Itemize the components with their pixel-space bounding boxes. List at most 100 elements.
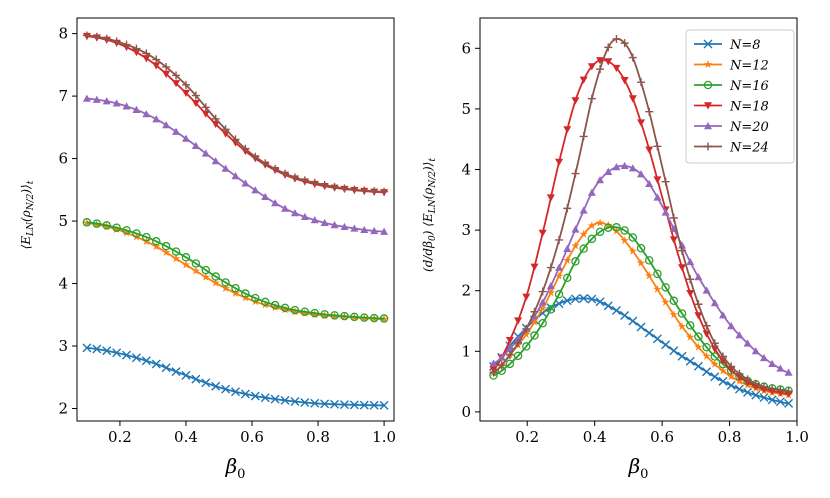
left-marker-N=16 <box>171 247 181 256</box>
right-marker-N=8 <box>734 384 744 394</box>
left-marker-N=20 <box>211 157 220 165</box>
right-marker-N=24 <box>653 142 662 151</box>
right-y-tick-label: 3 <box>461 221 471 239</box>
right-marker-N=8 <box>611 305 621 315</box>
right-marker-N=18 <box>522 293 531 301</box>
left-marker-N=24 <box>251 152 260 161</box>
right-marker-N=18 <box>555 158 564 166</box>
right-y-tick-label: 6 <box>461 39 471 57</box>
right-x-tick-label: 0.2 <box>515 428 539 446</box>
right-marker-N=24 <box>702 321 711 330</box>
right-marker-N=24 <box>735 369 744 378</box>
right-marker-N=16 <box>513 351 523 361</box>
right-marker-N=24 <box>718 352 727 361</box>
right-marker-N=18 <box>587 63 596 71</box>
legend-label-N=12: N=12 <box>729 59 769 74</box>
left-marker-N=16 <box>310 308 319 318</box>
right-marker-N=12 <box>628 246 638 255</box>
right-marker-N=16 <box>546 305 556 314</box>
legend-marker-N=16 <box>703 80 713 90</box>
left-marker-N=20 <box>261 192 270 201</box>
right-marker-N=12 <box>718 366 728 375</box>
left-marker-N=16 <box>122 226 131 235</box>
left-marker-N=24 <box>300 176 309 185</box>
right-marker-N=20 <box>505 344 514 352</box>
legend-marker-N=18 <box>704 102 712 110</box>
right-marker-N=24 <box>727 362 736 371</box>
right-marker-N=20 <box>489 359 498 367</box>
left-marker-N=16 <box>211 272 220 281</box>
right-marker-N=16 <box>522 342 531 351</box>
right-marker-N=8 <box>775 397 785 407</box>
right-marker-N=12 <box>538 303 547 312</box>
right-marker-N=24 <box>784 387 793 396</box>
right-marker-N=18 <box>669 236 678 244</box>
right-marker-N=16 <box>669 296 679 306</box>
left-marker-N=20 <box>300 212 309 221</box>
right-marker-N=16 <box>644 256 654 265</box>
left-marker-N=12 <box>161 247 171 257</box>
right-marker-N=8 <box>743 387 753 397</box>
right-marker-N=20 <box>538 298 547 306</box>
right-marker-N=16 <box>587 234 597 244</box>
left-marker-N=24 <box>320 181 329 190</box>
right-marker-N=16 <box>620 226 629 235</box>
left-marker-N=20 <box>162 121 171 129</box>
left-marker-N=24 <box>271 164 280 173</box>
right-marker-N=12 <box>522 329 531 339</box>
right-marker-N=24 <box>497 361 506 370</box>
left-marker-N=16 <box>82 218 92 227</box>
left-marker-N=24 <box>310 178 319 187</box>
left-marker-N=24 <box>102 34 111 43</box>
left-marker-N=12 <box>151 242 161 251</box>
left-y-tick-label: 7 <box>58 87 68 105</box>
right-marker-N=20 <box>694 273 703 281</box>
left-series-line-N=18 <box>86 35 385 194</box>
right-marker-N=12 <box>603 220 613 229</box>
right-marker-N=18 <box>686 289 695 298</box>
right-marker-N=20 <box>686 257 695 266</box>
left-marker-N=8 <box>260 393 270 403</box>
left-series-line-N=8 <box>86 347 385 407</box>
left-y-tick-label: 4 <box>58 275 68 293</box>
left-marker-N=20 <box>330 221 339 229</box>
left-marker-N=12 <box>191 266 201 275</box>
right-marker-N=24 <box>546 263 555 272</box>
left-marker-N=12 <box>300 308 310 317</box>
left-series-line-N=16 <box>86 221 385 320</box>
right-y-tick-label: 5 <box>461 100 471 118</box>
left-plot-frame <box>76 17 395 422</box>
left-marker-N=24 <box>191 91 200 100</box>
right-marker-N=24 <box>768 384 777 393</box>
right-marker-N=8 <box>767 395 777 405</box>
right-marker-N=20 <box>587 188 596 196</box>
left-y-tick-label: 3 <box>58 337 68 355</box>
right-marker-N=8 <box>620 311 630 321</box>
right-marker-N=24 <box>645 107 654 116</box>
right-marker-N=16 <box>685 321 695 330</box>
left-marker-N=24 <box>231 135 240 144</box>
right-marker-N=20 <box>743 339 752 347</box>
left-marker-N=20 <box>251 186 260 194</box>
right-marker-N=18 <box>563 126 572 134</box>
right-marker-N=8 <box>759 393 769 403</box>
left-marker-N=20 <box>172 127 181 135</box>
left-marker-N=16 <box>191 259 201 268</box>
legend-label-N=8: N=8 <box>729 38 761 53</box>
left-marker-N=20 <box>360 225 369 234</box>
left-y-tick-label: 5 <box>58 212 68 230</box>
left-marker-N=18 <box>211 120 220 129</box>
right-marker-N=16 <box>595 227 605 237</box>
right-marker-N=18 <box>514 317 523 325</box>
right-marker-N=8 <box>636 322 646 332</box>
right-marker-N=8 <box>669 346 679 356</box>
left-marker-N=16 <box>161 241 171 251</box>
left-series-line-N=24 <box>86 34 385 193</box>
left-marker-N=20 <box>350 224 359 232</box>
right-marker-N=24 <box>563 204 572 213</box>
right-marker-N=8 <box>751 390 761 400</box>
legend-label-N=20: N=20 <box>729 120 769 135</box>
left-marker-N=24 <box>82 31 91 40</box>
left-marker-N=24 <box>142 49 151 58</box>
svg-text:⟨ELN(ρN/2)⟩t: ⟨ELN(ρN/2)⟩t <box>19 180 36 249</box>
